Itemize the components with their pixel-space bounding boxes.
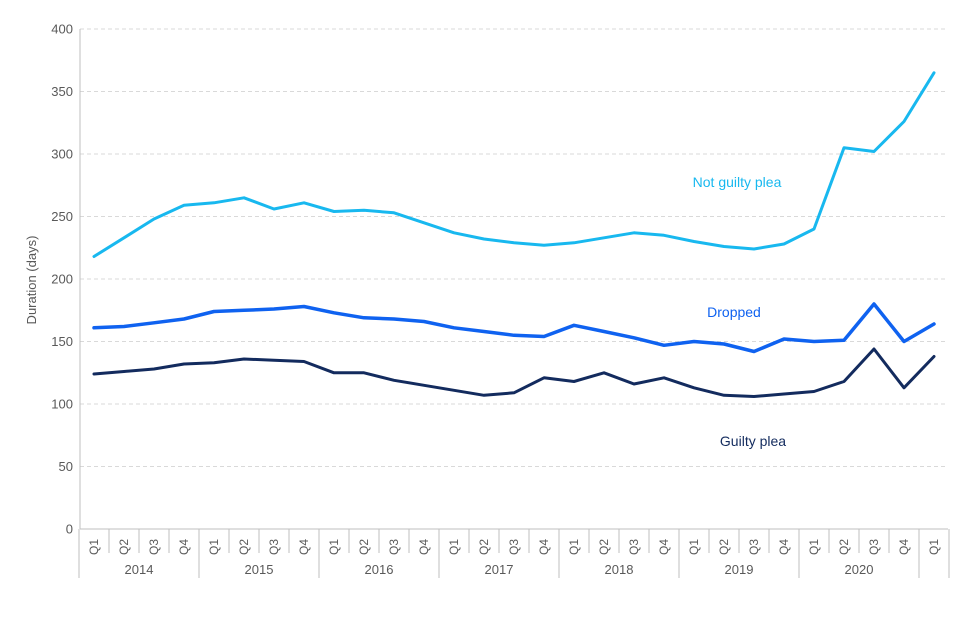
series-labels: Not guilty plea Dropped Guilty plea bbox=[693, 174, 787, 449]
x-tick-quarter-label: Q3 bbox=[267, 539, 281, 555]
x-tick-quarter-label: Q1 bbox=[207, 539, 221, 555]
x-tick-year-label: 2017 bbox=[485, 562, 514, 577]
series-line-not-guilty-plea bbox=[92, 71, 936, 258]
x-tick-quarter-label: Q1 bbox=[567, 539, 581, 555]
x-tick-quarter-label: Q4 bbox=[177, 539, 191, 555]
x-tick-quarter-label: Q3 bbox=[147, 539, 161, 555]
y-tick-label: 400 bbox=[51, 22, 73, 37]
x-tick-quarter-label: Q3 bbox=[507, 539, 521, 555]
series-line-guilty-plea bbox=[92, 347, 936, 398]
axis-labels: 0 50 100 150 200 250 300 350 400 Q1 Q2 Q3 Q4 Q1 Q2 Q3 Q4… bbox=[51, 22, 941, 578]
x-tick-quarter-label: Q1 bbox=[687, 539, 701, 555]
y-tick-label: 100 bbox=[51, 397, 73, 412]
x-tick-quarter-label: Q4 bbox=[537, 539, 551, 555]
x-tick-year-label: 2020 bbox=[845, 562, 874, 577]
series-label-dropped: Dropped bbox=[707, 304, 761, 320]
x-tick-quarter-label: Q1 bbox=[447, 539, 461, 555]
series-line-dropped bbox=[92, 302, 936, 354]
y-tick-label: 50 bbox=[59, 459, 73, 474]
x-tick-quarter-label: Q2 bbox=[597, 539, 611, 555]
x-tick-quarter-label: Q4 bbox=[777, 539, 791, 555]
y-tick-label: 0 bbox=[66, 522, 73, 537]
x-tick-quarter-label: Q2 bbox=[837, 539, 851, 555]
x-tick-quarter-label: Q3 bbox=[387, 539, 401, 555]
x-tick-quarter-label: Q4 bbox=[897, 539, 911, 555]
x-tick-quarter-label: Q2 bbox=[237, 539, 251, 555]
x-tick-quarter-label: Q2 bbox=[117, 539, 131, 555]
x-tick-year-label: 2019 bbox=[725, 562, 754, 577]
x-tick-quarter-label: Q2 bbox=[717, 539, 731, 555]
x-tick-quarter-label: Q1 bbox=[807, 539, 821, 555]
axes bbox=[78, 29, 950, 578]
series-lines bbox=[92, 71, 936, 398]
series-label-not-guilty-plea: Not guilty plea bbox=[693, 174, 782, 190]
x-tick-quarter-label: Q1 bbox=[87, 539, 101, 555]
x-tick-quarter-label: Q4 bbox=[657, 539, 671, 555]
y-tick-label: 200 bbox=[51, 272, 73, 287]
y-tick-label: 350 bbox=[51, 84, 73, 99]
y-axis-title: Duration (days) bbox=[24, 236, 39, 325]
x-tick-quarter-label: Q3 bbox=[747, 539, 761, 555]
x-tick-quarter-label: Q3 bbox=[627, 539, 641, 555]
x-tick-year-label: 2018 bbox=[605, 562, 634, 577]
x-tick-quarter-label: Q3 bbox=[867, 539, 881, 555]
x-tick-year-label: 2014 bbox=[125, 562, 154, 577]
x-tick-quarter-label: Q1 bbox=[327, 539, 341, 555]
x-tick-quarter-label: Q1 bbox=[927, 539, 941, 555]
x-tick-quarter-label: Q2 bbox=[477, 539, 491, 555]
series-label-guilty-plea: Guilty plea bbox=[720, 433, 786, 449]
x-tick-quarter-label: Q2 bbox=[357, 539, 371, 555]
x-tick-quarter-label: Q4 bbox=[297, 539, 311, 555]
y-tick-label: 300 bbox=[51, 147, 73, 162]
x-tick-year-label: 2016 bbox=[365, 562, 394, 577]
gridlines bbox=[80, 28, 948, 467]
y-tick-label: 150 bbox=[51, 334, 73, 349]
y-tick-label: 250 bbox=[51, 209, 73, 224]
x-tick-year-label: 2015 bbox=[245, 562, 274, 577]
x-tick-quarter-label: Q4 bbox=[417, 539, 431, 555]
